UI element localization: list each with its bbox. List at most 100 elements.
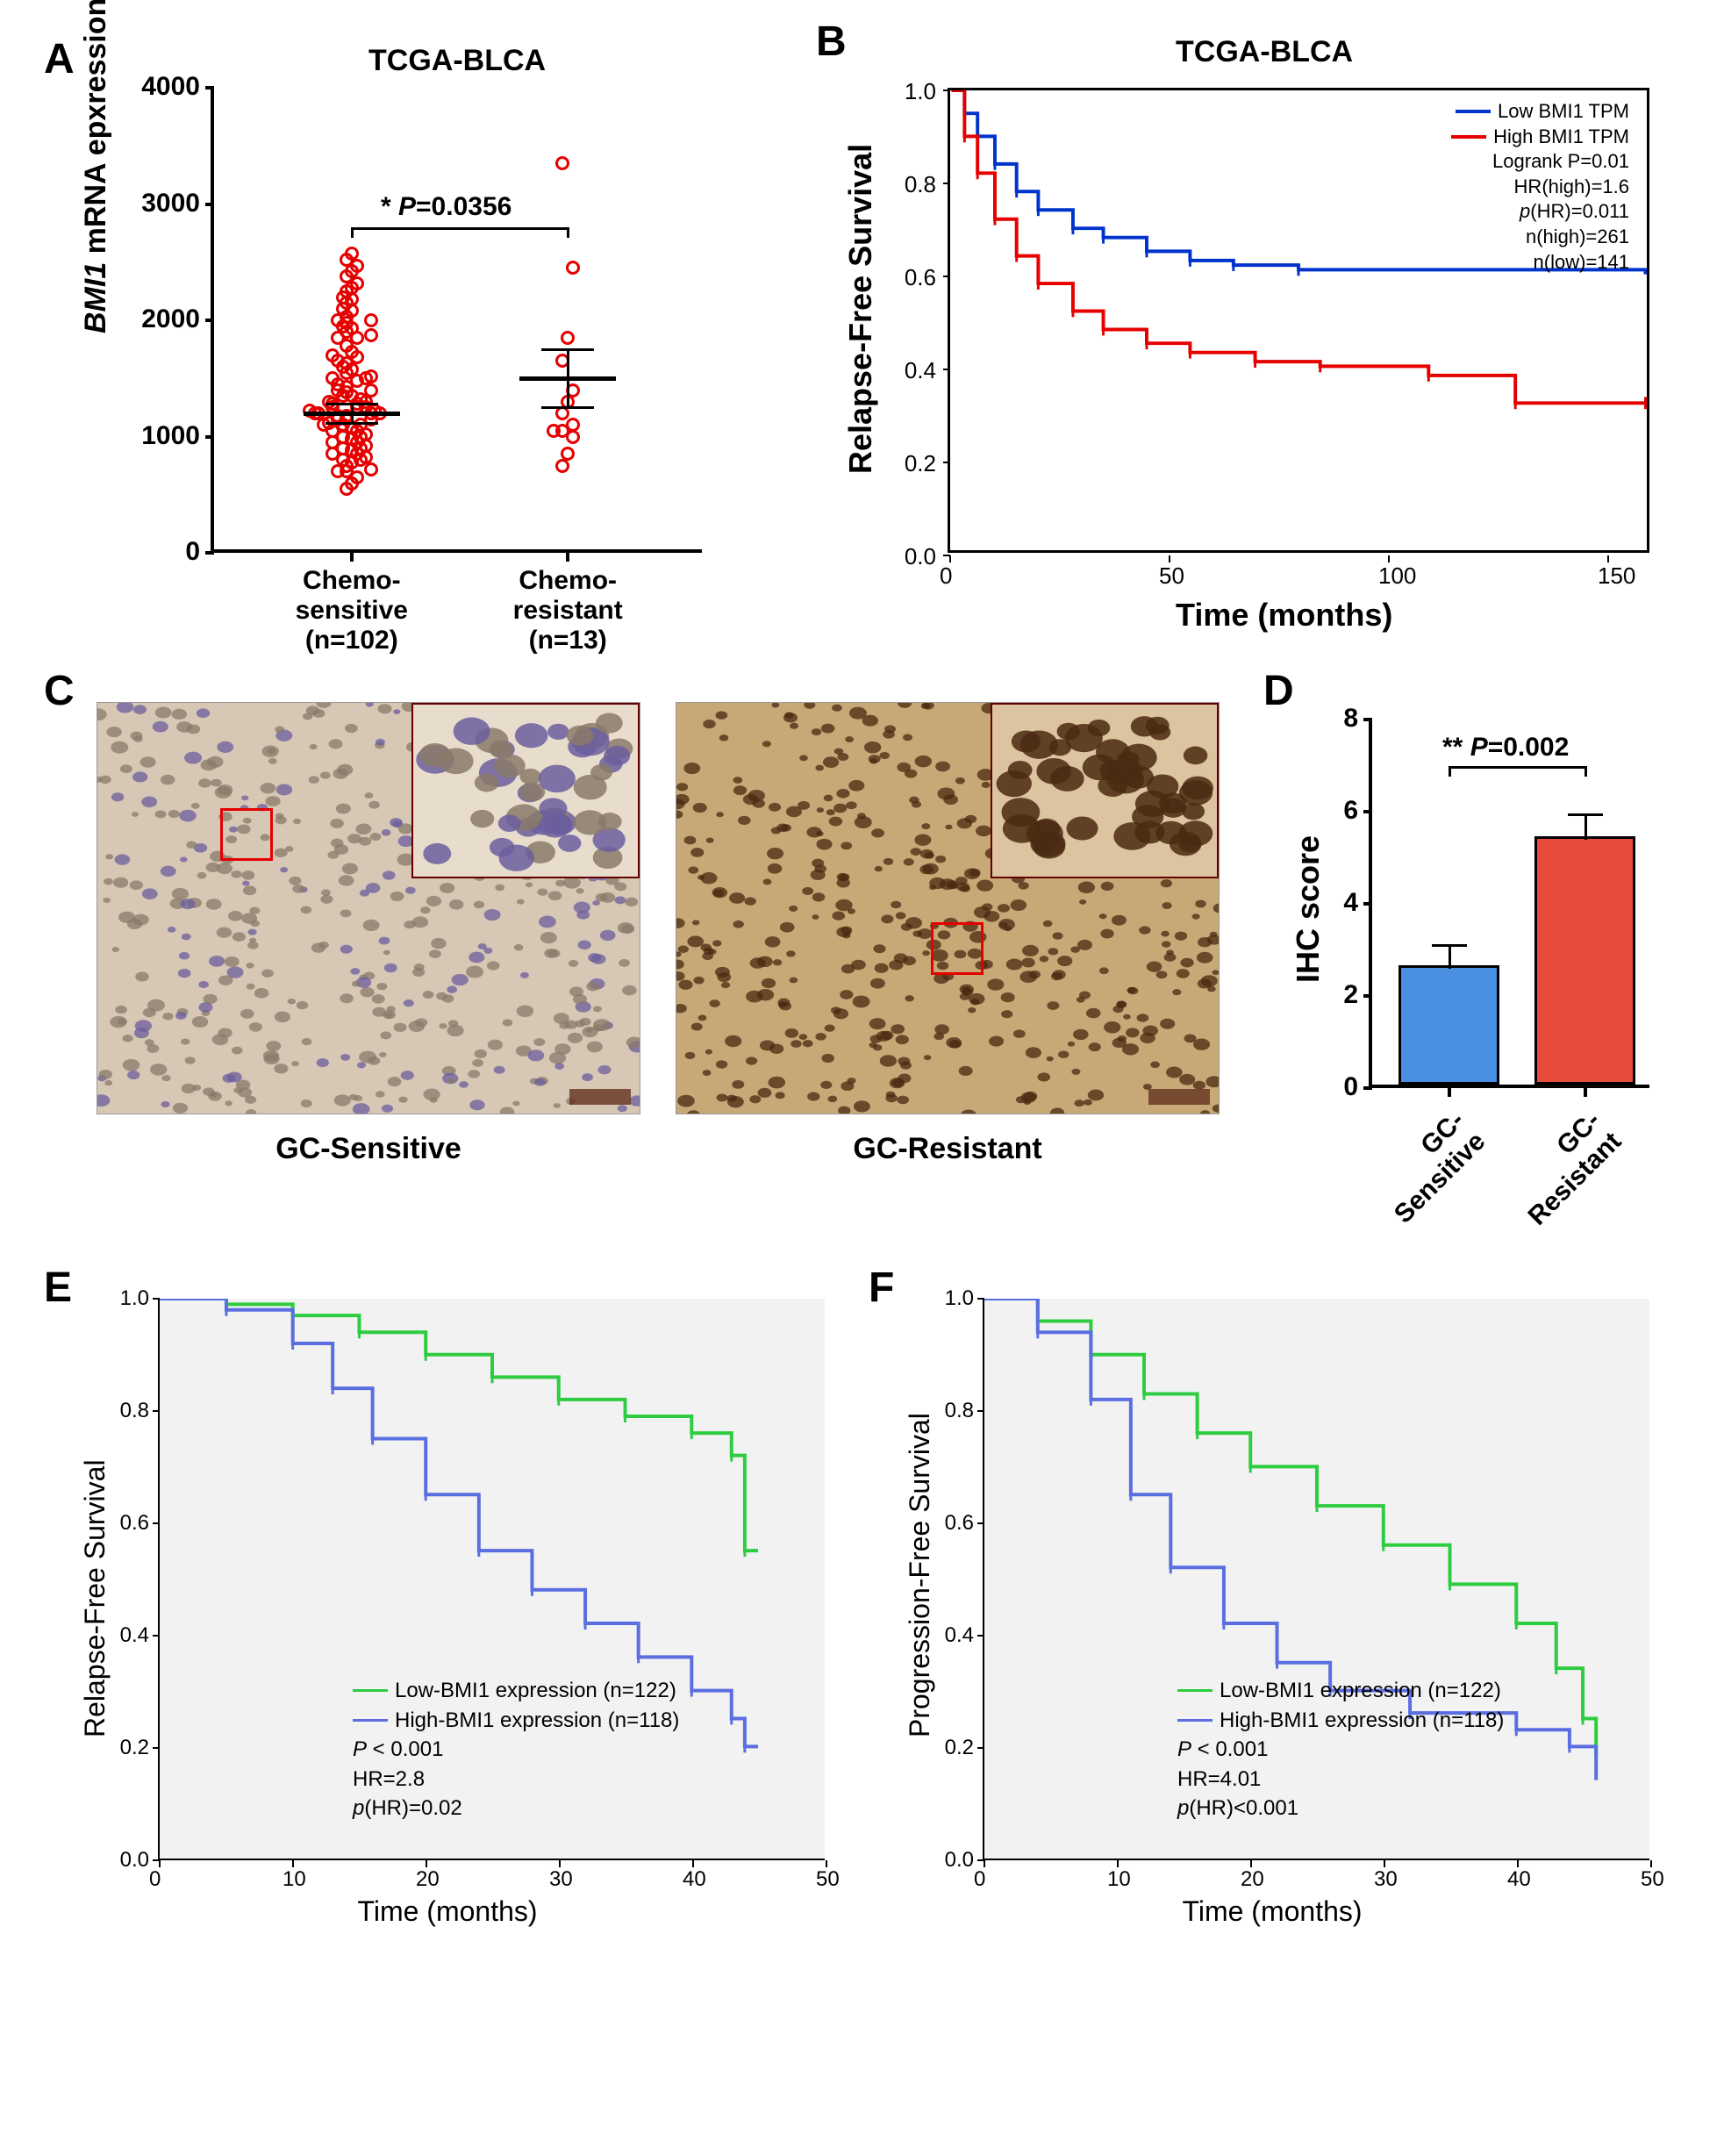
panel-a-ytick: 2000 — [141, 304, 200, 334]
panel-a-xtick-mark — [566, 553, 569, 562]
km-ytick: 1.0 — [120, 1286, 149, 1311]
legend-label: Low-BMI1 expression (n=122) — [395, 1676, 676, 1706]
panel-d-ytick: 6 — [1343, 796, 1358, 826]
legend-label: High-BMI1 expression (n=118) — [1220, 1706, 1504, 1736]
km-xtick: 50 — [1159, 562, 1184, 590]
panel-b-label: B — [816, 18, 847, 66]
scatter-point — [547, 424, 561, 438]
ihc-inset — [411, 703, 640, 878]
panel-a-chart: 01000200030004000Chemo-sensitive(n=102)C… — [211, 88, 702, 553]
km-ytick: 0.2 — [945, 1736, 974, 1760]
panel-b-xlabel: Time (months) — [1176, 597, 1392, 634]
panel-a-ytick-mark — [205, 319, 214, 322]
panel-d-ytick-mark — [1363, 718, 1372, 721]
scale-bar — [1148, 1089, 1210, 1105]
panel-e-xlabel: Time (months) — [35, 1895, 860, 1928]
km-ytick: 0.6 — [905, 264, 936, 291]
scatter-point — [364, 313, 378, 327]
scatter-point — [561, 447, 575, 461]
legend-stat: p(HR)<0.001 — [1177, 1794, 1504, 1823]
panel-a-xlabel: Chemo-sensitive(n=102) — [255, 566, 448, 655]
legend-label: High BMI1 TPM — [1493, 125, 1629, 150]
panel-a-ytick-mark — [205, 435, 214, 439]
legend-stat: HR=4.01 — [1177, 1765, 1504, 1794]
scatter-point — [325, 371, 340, 385]
km-ytick: 0.4 — [120, 1623, 149, 1648]
legend-stat: n(low)=141 — [1451, 250, 1629, 276]
km-ytick-mark — [943, 90, 950, 91]
km-xtick: 0 — [974, 1867, 985, 1892]
legend-swatch — [1177, 1689, 1213, 1692]
error-cap — [325, 403, 378, 405]
km-xtick: 30 — [549, 1867, 573, 1892]
km-xtick: 0 — [940, 562, 952, 590]
panel-b: B TCGA-BLCA Relapse-Free Survival Time (… — [807, 35, 1685, 667]
scatter-point — [325, 348, 340, 362]
km-ytick-mark — [153, 1522, 160, 1524]
error-bar — [567, 349, 569, 407]
ihc-inset-svg — [992, 705, 1220, 880]
km-ytick: 0.2 — [905, 450, 936, 477]
km-ytick: 0.0 — [905, 543, 936, 570]
km-xtick: 20 — [416, 1867, 440, 1892]
legend-label: Low-BMI1 expression (n=122) — [1220, 1676, 1501, 1706]
panel-b-chart: Low BMI1 TPMHigh BMI1 TPMLogrank P=0.01H… — [948, 88, 1649, 553]
panel-a-ylabel-rest: mRNA epxression — [79, 0, 112, 262]
panel-d-ytick-mark — [1363, 810, 1372, 813]
panel-e-chart: Low-BMI1 expression (n=122)High-BMI1 exp… — [158, 1299, 825, 1860]
panel-d-xlabel: GC-Resistant — [1461, 1106, 1627, 1272]
legend-swatch — [353, 1719, 388, 1722]
panel-a-ylabel-italic: BMI1 — [79, 262, 112, 333]
panel-b-title: TCGA-BLCA — [1176, 35, 1353, 69]
km-ytick: 0.2 — [120, 1736, 149, 1760]
row-2: C GC-SensitiveGC-Resistant D IHC score 0… — [35, 667, 1689, 1228]
panel-d-ylabel: IHC score — [1290, 835, 1327, 983]
km-ytick-mark — [153, 1410, 160, 1412]
legend-swatch — [1177, 1719, 1213, 1722]
legend-stat: HR(high)=1.6 — [1451, 175, 1629, 200]
km-ytick-mark — [977, 1635, 984, 1637]
km-ytick-mark — [943, 183, 950, 184]
panel-f-ylabel: Progression-Free Survival — [904, 1413, 936, 1737]
km-xtick-mark — [1650, 1860, 1652, 1867]
sig-cap — [567, 227, 569, 238]
scale-bar — [569, 1089, 631, 1105]
ihc-inset-svg — [413, 705, 640, 880]
legend-label: High-BMI1 expression (n=118) — [395, 1706, 679, 1736]
panel-a-ylabel: BMI1 mRNA epxression — [79, 0, 113, 333]
km-xtick: 40 — [683, 1867, 706, 1892]
legend-stat: n(high)=261 — [1451, 225, 1629, 250]
panel-e-legend: Low-BMI1 expression (n=122)High-BMI1 exp… — [353, 1676, 679, 1823]
legend-row: High-BMI1 expression (n=118) — [1177, 1706, 1504, 1736]
panel-f-legend: Low-BMI1 expression (n=122)High-BMI1 exp… — [1177, 1676, 1504, 1823]
error-cap — [1432, 944, 1467, 947]
km-xtick-mark — [159, 1860, 161, 1867]
sig-cap — [1449, 766, 1451, 777]
km-xtick-mark — [1250, 1860, 1252, 1867]
panel-d-xlabel: GC-Sensitive — [1325, 1106, 1492, 1272]
km-xtick: 10 — [283, 1867, 306, 1892]
km-xtick-mark — [1117, 1860, 1119, 1867]
km-ytick-mark — [943, 462, 950, 463]
km-ytick-mark — [977, 1747, 984, 1749]
km-xtick: 50 — [816, 1867, 840, 1892]
panel-f-chart: Low-BMI1 expression (n=122)High-BMI1 exp… — [983, 1299, 1649, 1860]
km-ytick-mark — [977, 1410, 984, 1412]
panel-a-ytick: 0 — [185, 537, 200, 567]
panel-e-label: E — [44, 1264, 72, 1312]
km-xtick: 100 — [1378, 562, 1416, 590]
legend-row: Low-BMI1 expression (n=122) — [353, 1676, 679, 1706]
panel-d-ytick-mark — [1363, 902, 1372, 906]
km-xtick-mark — [984, 1860, 985, 1867]
km-xtick: 150 — [1598, 562, 1635, 590]
panel-a: A TCGA-BLCA BMI1 mRNA epxression 0100020… — [35, 35, 807, 667]
panel-d-sig-label: ** P=0.002 — [1442, 733, 1569, 763]
km-ytick: 0.8 — [905, 171, 936, 198]
panel-f: F Progression-Free Survival Time (months… — [860, 1264, 1685, 1966]
panel-d: D IHC score 02468GC-SensitiveGC-Resistan… — [1246, 667, 1685, 1228]
panel-d-ytick-mark — [1363, 1086, 1372, 1090]
error-cap — [541, 406, 594, 409]
km-curve — [160, 1299, 758, 1551]
legend-swatch — [1451, 135, 1486, 139]
panel-d-ytick: 0 — [1343, 1072, 1358, 1102]
